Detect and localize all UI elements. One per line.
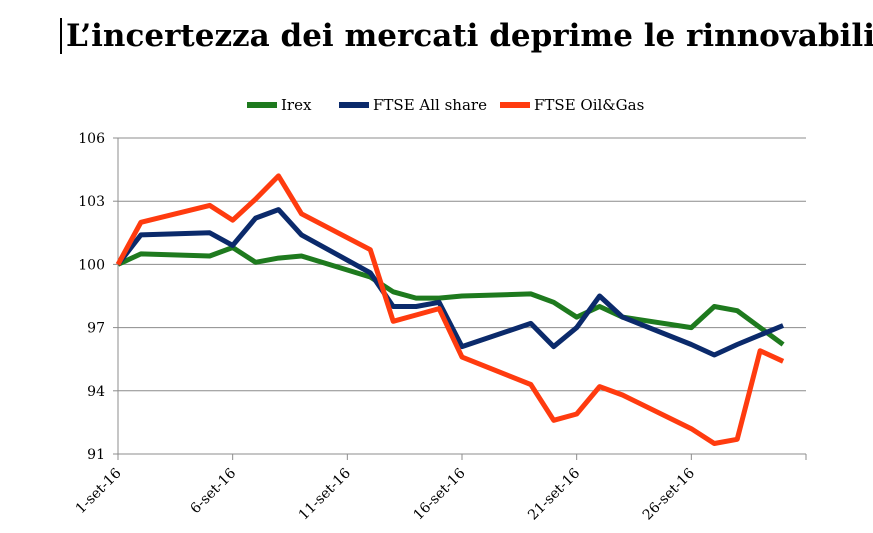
x-tick-label: 6-set-16 (187, 465, 239, 517)
x-tick-label: 21-set-16 (525, 465, 583, 523)
y-tick-label: 100 (78, 257, 105, 273)
legend-label: FTSE Oil&Gas (534, 96, 644, 114)
series-line-ftse-all-share (116, 207, 785, 358)
chart-title: L’incertezza dei mercati deprime le rinn… (60, 18, 873, 54)
legend-label: FTSE All share (373, 96, 487, 114)
y-axis-ticks: 91 94 97 100 103 106 (78, 131, 105, 463)
legend: Irex FTSE All share FTSE Oil&Gas (247, 96, 644, 114)
y-tick-label: 91 (87, 447, 105, 463)
series-line-irex (116, 245, 785, 347)
series-lines (115, 173, 785, 446)
y-tick-label: 94 (87, 384, 105, 400)
x-tick-label: 1-set-16 (73, 465, 125, 517)
legend-label: Irex (281, 96, 312, 114)
series-line-ftse-oil-gas (115, 173, 785, 446)
x-tick-label: 11-set-16 (296, 465, 354, 523)
y-tick-label: 97 (87, 321, 105, 337)
y-tick-label: 106 (78, 131, 105, 147)
x-axis-ticks: 1-set-16 6-set-16 11-set-16 16-set-16 21-set… (73, 454, 807, 523)
y-tick-label: 103 (78, 194, 105, 210)
x-tick-label: 26-set-16 (640, 465, 698, 523)
x-tick-label: 16-set-16 (410, 465, 468, 523)
